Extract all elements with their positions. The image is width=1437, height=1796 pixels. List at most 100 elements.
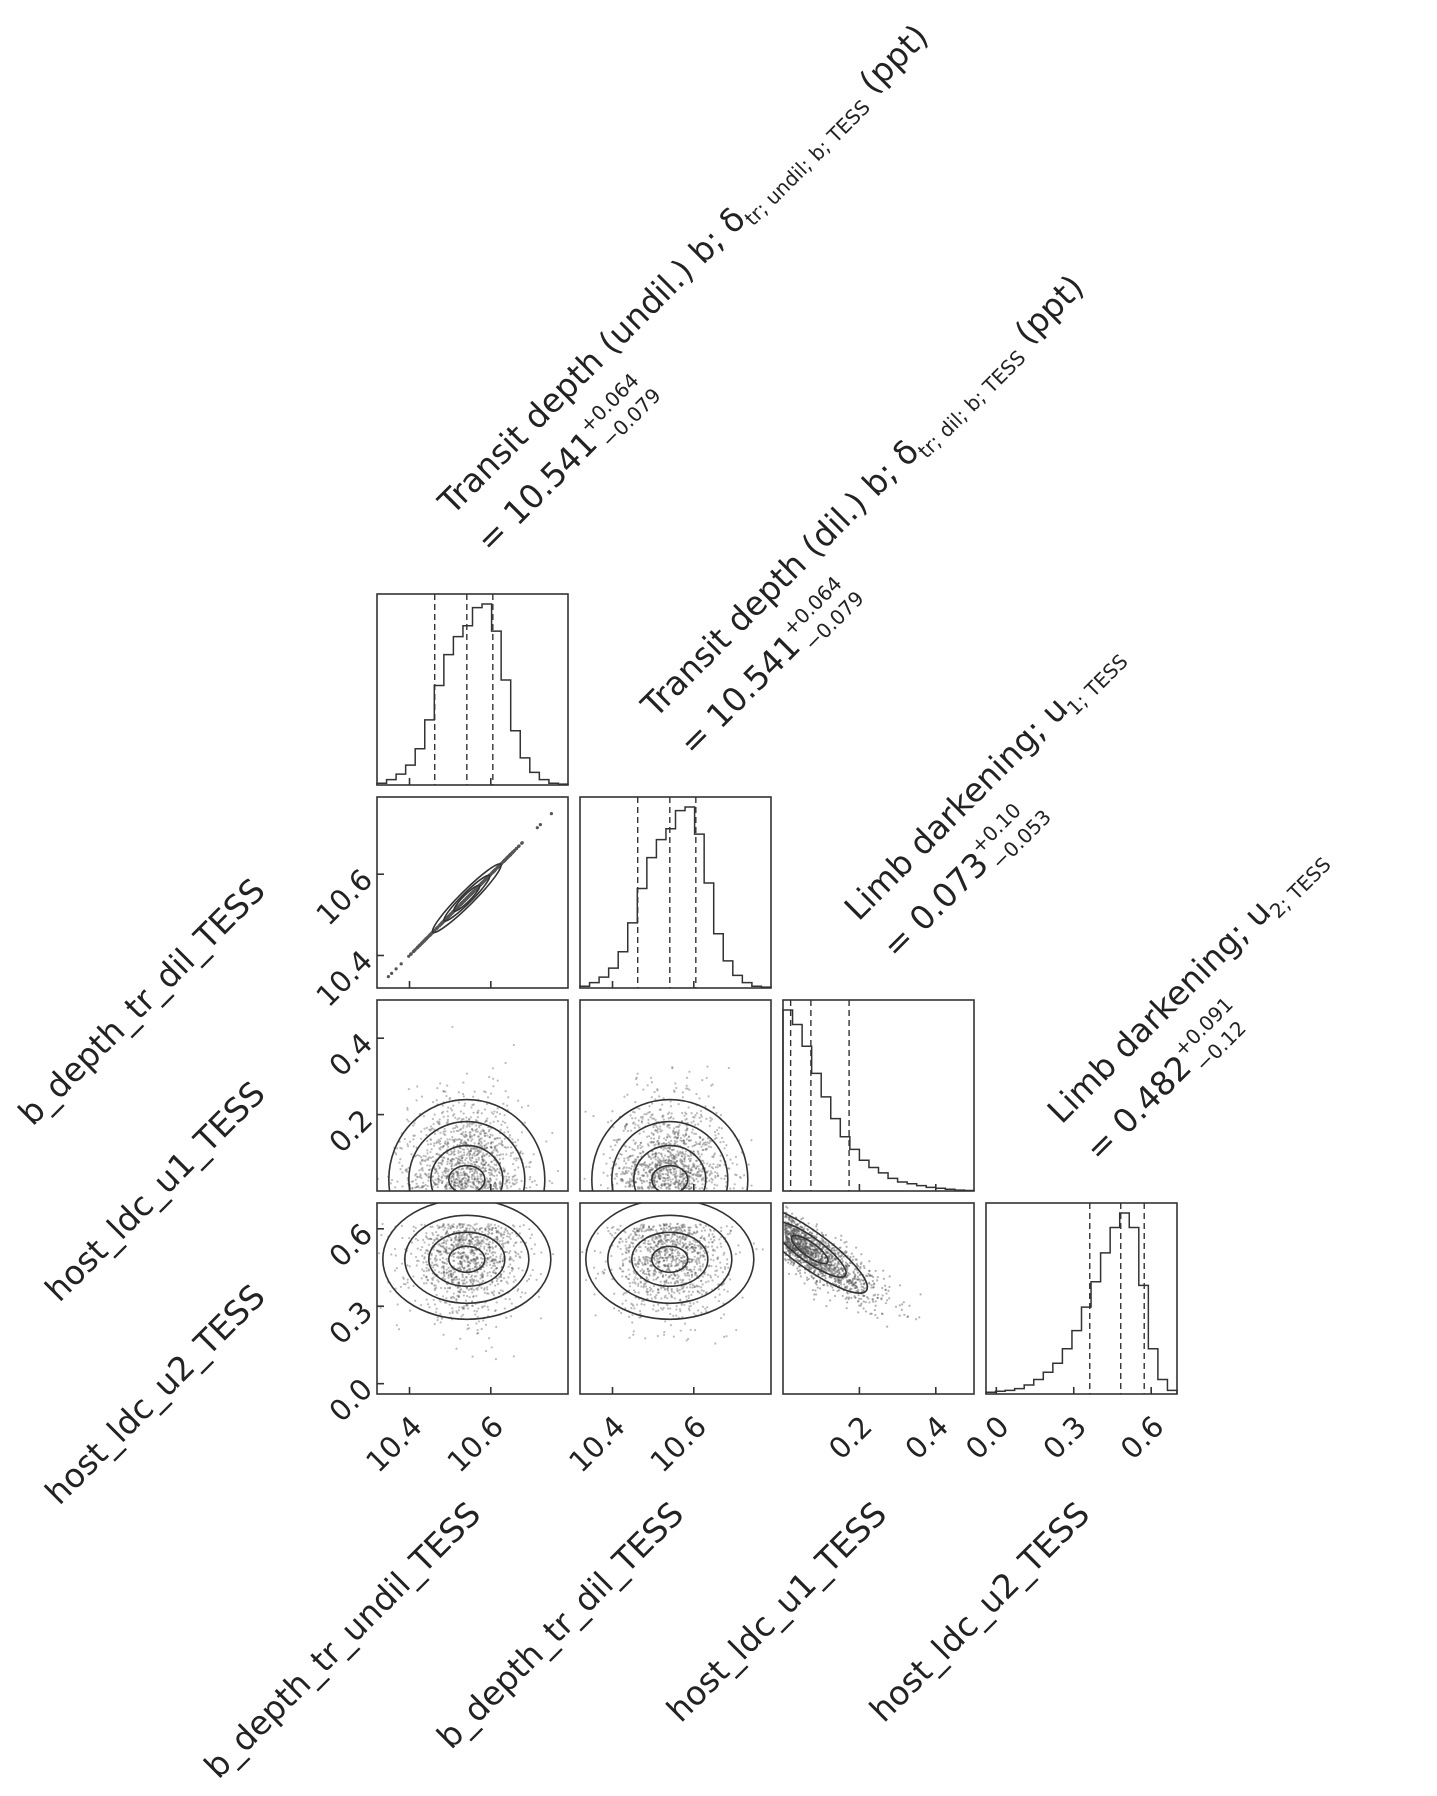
sample-point [495,1230,498,1233]
sample-point [452,1231,456,1234]
sample-point [650,1246,654,1249]
sample-point [468,892,473,897]
sample-point [410,1180,413,1183]
sample-point [434,1256,437,1260]
sample-point [688,1228,691,1232]
sample-point [498,1180,502,1183]
sample-point [483,1163,486,1167]
sample-point [614,1144,617,1147]
sample-point [501,1239,504,1242]
sample-point [683,1141,686,1145]
sample-point [594,1277,597,1280]
sample-point [429,1129,432,1132]
sample-point [657,1240,660,1243]
sample-point [459,1260,462,1263]
sample-point [675,1238,679,1241]
sample-point [688,1175,691,1178]
sample-point [716,1246,719,1249]
sample-point [688,1226,691,1229]
sample-point [468,1117,471,1121]
sample-point [810,1261,813,1264]
sample-point [602,1272,605,1275]
sample-point [490,1151,494,1154]
sample-point [508,1134,512,1137]
sample-point [691,1258,694,1261]
sample-point [805,1251,808,1254]
sample-point [479,1173,482,1176]
sample-point [450,1160,453,1163]
sample-point [459,1260,462,1263]
sample-point [484,1228,487,1231]
sample-point [690,1131,694,1134]
sample-point [691,1182,694,1185]
sample-point [506,1187,509,1190]
sample-point [657,1143,660,1146]
sample-point [624,1123,627,1127]
sample-point [414,1178,417,1181]
sample-point [455,1129,459,1132]
sample-point [705,1076,708,1080]
sample-point [670,1162,673,1165]
sample-point [482,1319,485,1322]
sample-point [647,1225,651,1229]
sample-point [442,1145,445,1148]
sample-point [406,1281,409,1284]
sample-point [660,1241,663,1244]
sample-point [693,1249,696,1252]
sample-point [491,1254,495,1257]
sample-point [628,1146,631,1149]
sample-point [660,1227,663,1230]
sample-point [652,1284,656,1288]
sample-point [464,1173,467,1176]
sample-point [647,1165,651,1168]
sample-point [510,851,514,855]
sample-point [666,1135,669,1138]
sample-point [496,1107,499,1110]
sample-point [505,1316,508,1319]
sample-point [654,1123,657,1126]
sample-point [447,1145,450,1149]
sample-point [413,1134,416,1137]
sample-point [493,1185,496,1188]
sample-point [416,1176,419,1179]
sample-point [474,1129,477,1132]
sample-point [698,1187,701,1190]
sample-point [473,1175,476,1178]
sample-point [465,1237,468,1240]
sample-point [436,1234,439,1237]
sample-point [465,1182,468,1186]
sample-point [677,1134,680,1137]
sample-point [665,1256,668,1259]
sample-point [679,1329,682,1332]
sample-point [427,1143,430,1146]
sample-point [628,1246,631,1249]
sample-point [432,1181,436,1184]
sample-point [484,1227,487,1230]
sample-point [735,1163,739,1166]
sample-point [701,1275,704,1278]
sample-point [720,1177,723,1180]
sample-point [698,1116,701,1119]
sample-point [513,1168,517,1172]
sample-point [719,1242,722,1245]
sample-point [661,1256,664,1260]
sample-point [693,1285,696,1288]
sample-point [709,1163,712,1166]
sample-point [481,1279,485,1282]
sample-point [481,1305,484,1308]
sample-point [686,1265,689,1269]
sample-point [442,1246,446,1249]
sample-point [656,1277,659,1280]
sample-point [420,1186,423,1189]
sample-point [731,1225,734,1229]
sample-point [476,1315,479,1318]
sample-point [479,1241,482,1244]
sample-point [488,1180,491,1183]
sample-point [445,1249,448,1253]
scatter-b_depth_tr_dil_TESS-host_ldc_u1_TESS [583,1065,753,1191]
sample-point [459,1161,462,1165]
sample-point [707,1095,710,1098]
sample-point [446,1142,449,1145]
sample-point [445,1169,448,1173]
